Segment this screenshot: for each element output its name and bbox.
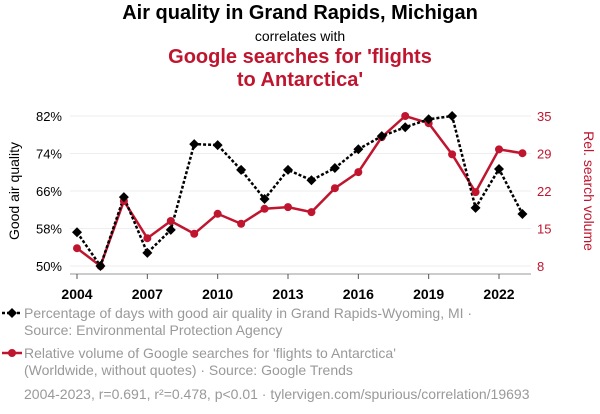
legend-air-marker — [7, 308, 17, 318]
search-point — [518, 149, 527, 158]
legend-item-search: Relative volume of Google searches for '… — [24, 345, 396, 379]
chart-subtitle: correlates with — [254, 28, 346, 44]
y-right-tick-label: 8 — [537, 259, 544, 274]
air-point — [376, 131, 387, 142]
y-tick-label: 66% — [36, 184, 62, 199]
legend-item-air: Percentage of days with good air quality… — [24, 305, 472, 339]
air-point — [236, 164, 247, 175]
air-point — [95, 261, 106, 271]
y-right-tick-label: 22 — [537, 184, 551, 199]
x-tick-label: 2016 — [343, 286, 374, 302]
air-point — [118, 192, 129, 203]
air-point — [400, 122, 411, 133]
x-tick-label: 2013 — [272, 286, 303, 302]
y-right-tick-label: 15 — [537, 222, 551, 237]
search-point — [330, 184, 339, 193]
air-point — [283, 164, 293, 175]
legend-search-line1: Relative volume of Google searches for '… — [24, 345, 396, 361]
y-tick-label: 74% — [36, 147, 62, 162]
search-point — [401, 112, 410, 120]
x-tick-label: 2010 — [202, 286, 233, 302]
title2-line-2: to Antarctica' — [236, 69, 364, 91]
legend-air-line1: Percentage of days with good air quality… — [24, 305, 473, 321]
air-point — [306, 175, 317, 186]
search-point — [284, 203, 292, 212]
y-right-tick-label: 35 — [537, 109, 551, 124]
search-point — [143, 234, 152, 243]
air-point — [165, 224, 176, 235]
title2-line-1: Google searches for 'flights — [168, 46, 432, 68]
y-tick-label: 58% — [36, 222, 62, 237]
legend-search-line2: (Worldwide, without quotes) · Source: Go… — [24, 362, 353, 378]
air-point — [259, 193, 270, 204]
air-point — [517, 208, 528, 219]
air-point — [470, 202, 481, 213]
air-point — [447, 111, 458, 121]
y-tick-label: 50% — [36, 259, 62, 274]
search-point — [213, 209, 222, 218]
search-point — [166, 217, 175, 225]
x-tick-label: 2004 — [61, 286, 92, 302]
search-point — [237, 219, 246, 228]
footer-stats: 2004-2023, r=0.691, r²=0.478, p<0.01 · t… — [24, 386, 530, 402]
search-point — [448, 150, 457, 159]
y-right-axis-label: Rel. search volume — [581, 131, 597, 251]
chart-title: Air quality in Grand Rapids, Michigan — [122, 2, 478, 24]
air-point — [142, 247, 153, 258]
search-point — [495, 145, 503, 154]
air-point — [329, 163, 340, 174]
search-point — [354, 168, 363, 177]
search-point — [307, 208, 316, 217]
air-point — [189, 139, 200, 150]
search-point — [73, 244, 81, 253]
air-point — [423, 114, 434, 125]
y-right-tick-label: 29 — [537, 147, 551, 162]
search-point — [260, 204, 269, 213]
x-tick-label: 2007 — [132, 286, 163, 302]
air-point — [72, 227, 82, 238]
legend-air-line2: Source: Environmental Protection Agency — [24, 322, 283, 338]
legend-search-marker — [8, 349, 16, 357]
chart-title-2: Google searches for 'flights to Antarcti… — [0, 46, 600, 92]
air-point — [494, 163, 504, 174]
y-tick-label: 82% — [36, 109, 62, 124]
x-tick-label: 2019 — [413, 286, 444, 302]
search-point — [471, 188, 480, 197]
search-series-line — [76, 114, 523, 269]
air-point — [212, 140, 223, 151]
search-point — [190, 229, 199, 238]
air-point — [353, 144, 364, 155]
y-axis-label: Good air quality — [6, 142, 22, 240]
x-tick-label: 2022 — [483, 286, 514, 302]
